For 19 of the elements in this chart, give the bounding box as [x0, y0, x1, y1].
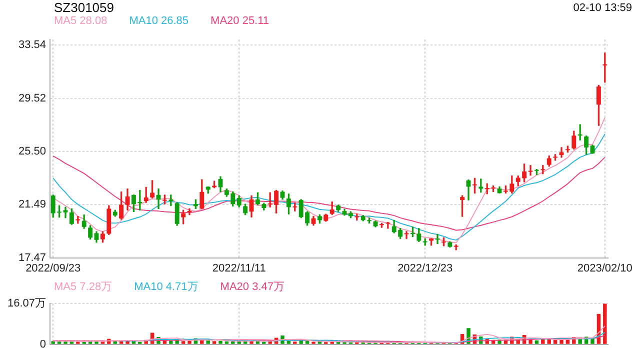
text: 02-10 13:59	[573, 2, 632, 14]
text: MA20 3.47万	[220, 280, 284, 293]
y-tick-label: 25.50	[18, 146, 46, 158]
text: MA20 25.11	[210, 15, 270, 29]
x-tick-label: 2022/11/11	[212, 262, 266, 274]
x-tick-label: 2023/02/10	[577, 262, 632, 274]
y-tick-label: 33.54	[18, 39, 46, 52]
x-tick-label: 2022/12/23	[398, 262, 453, 274]
y-tick-label: 0	[40, 338, 46, 350]
y-tick-label: 21.49	[18, 198, 46, 211]
y-tick-label: 29.52	[18, 92, 46, 104]
text: MA5 7.28万	[54, 280, 112, 293]
x-tick-label: 2022/09/23	[26, 262, 81, 274]
text: MA10 4.71万	[134, 280, 198, 293]
text: MA5 28.08	[54, 15, 108, 29]
chart-title: SZ301059	[54, 0, 114, 15]
y-tick-label: 17.47	[18, 252, 46, 264]
y-tick-label: 16.07万	[7, 298, 46, 310]
text: MA10 26.85	[129, 15, 189, 29]
